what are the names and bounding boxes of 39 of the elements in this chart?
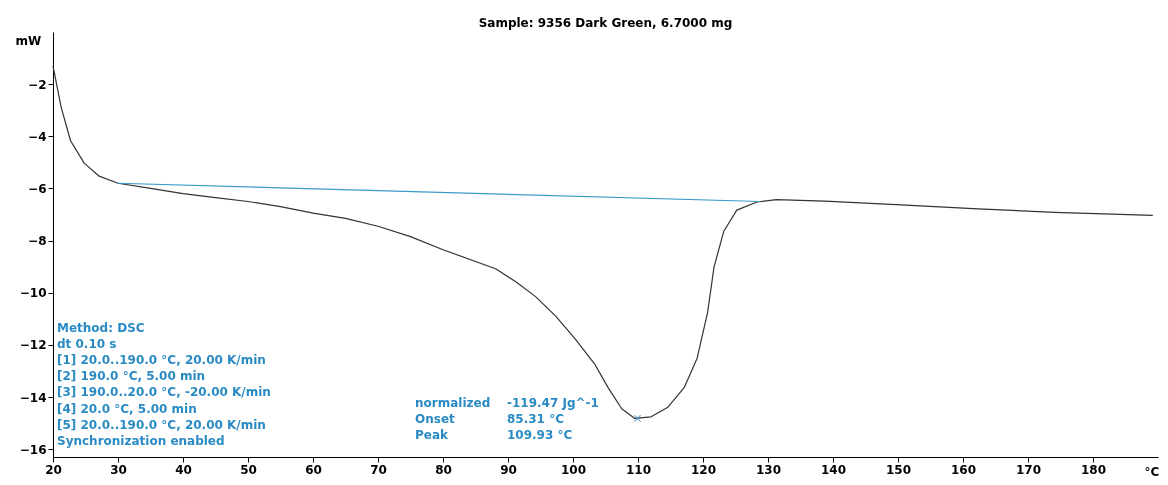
x-tick-label: 120 [690,462,717,477]
text: Onset 85.31 °C [415,412,564,427]
x-tick-label: 90 [500,462,517,477]
y-tick-label: −6 [28,181,47,196]
x-tick-label: 140 [820,462,847,477]
y-tick-label: −2 [28,77,47,92]
y-axis-title: mW [15,33,42,48]
y-tick-label: −4 [28,129,47,144]
annotation: [4] 20.0 °C, 5.00 min [57,401,197,416]
x-tick-label: 100 [560,462,587,477]
text: normalized -119.47 Jg^-1 [415,396,599,410]
x-tick-label: 30 [110,462,127,477]
x-tick-label: 150 [885,462,912,477]
annotation: [2] 190.0 °C, 5.00 min [57,369,206,384]
annotation: dt 0.10 s [57,337,117,352]
y-tick-label: −10 [19,286,47,301]
annotation: Method: DSC [57,321,145,335]
annotation: Synchronization enabled [57,433,225,448]
text: Peak 109.93 °C [415,428,573,443]
x-tick-label: 20 [45,462,62,477]
annotation: [1] 20.0..190.0 °C, 20.00 K/min [57,353,266,368]
x-axis-title: °C [1144,464,1160,479]
chart-title: Sample: 9356 Dark Green, 6.7000 mg [478,16,733,30]
annotation: [5] 20.0..190.0 °C, 20.00 K/min [57,417,266,432]
y-tick-label: −12 [19,338,47,353]
x-tick-label: 50 [240,462,257,477]
x-tick-label: 110 [625,462,652,477]
x-tick-label: 70 [370,462,387,477]
x-tick-label: 130 [755,462,782,477]
x-tick-label: 60 [305,462,322,477]
x-tick-label: 180 [1080,462,1107,477]
y-tick-label: −16 [19,442,47,457]
annotation: [3] 190.0..20.0 °C, -20.00 K/min [57,385,271,400]
x-tick-label: 160 [950,462,977,477]
x-tick-label: 170 [1015,462,1042,477]
y-tick-label: −14 [19,390,47,405]
x-tick-label: 80 [435,462,452,477]
y-tick-label: −8 [28,234,47,249]
x-tick-label: 40 [175,462,192,477]
